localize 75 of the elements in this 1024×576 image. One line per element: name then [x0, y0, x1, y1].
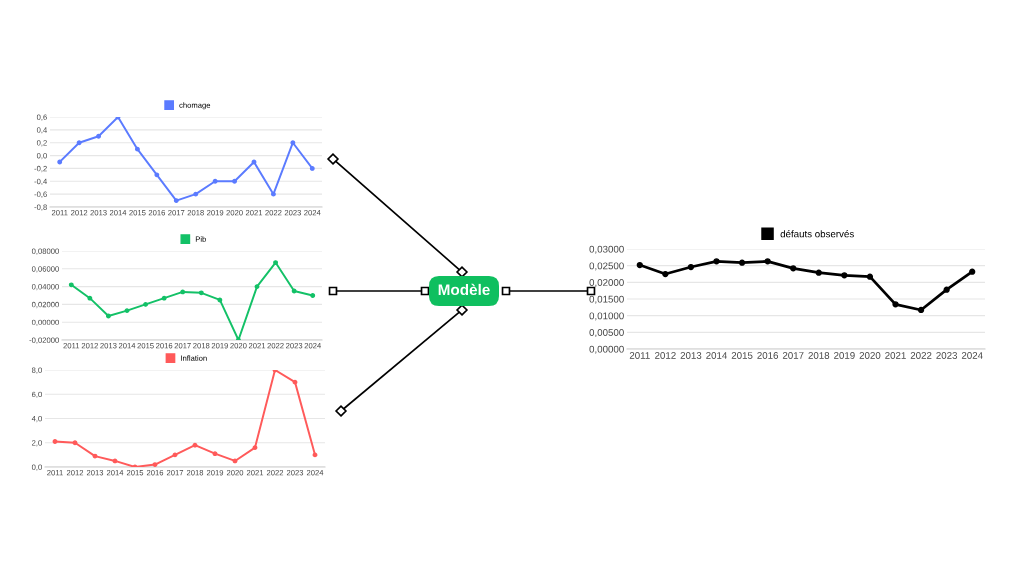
- point: [738, 259, 746, 266]
- y-tick-label: 0,01500: [589, 295, 624, 304]
- point: [134, 146, 140, 152]
- point: [764, 258, 771, 265]
- point: [252, 445, 258, 451]
- point: [92, 453, 98, 459]
- point: [87, 295, 93, 301]
- point: [173, 198, 179, 204]
- y-tick-label: 0,00000: [589, 345, 624, 354]
- point: [866, 273, 874, 280]
- point: [76, 140, 82, 146]
- x-tick-label: 2018: [808, 352, 830, 359]
- point: [270, 191, 276, 197]
- point: [96, 133, 102, 139]
- x-tick-label: 2020: [859, 352, 881, 359]
- point: [309, 165, 315, 171]
- point: [198, 290, 204, 296]
- x-tick-label: 2012: [655, 352, 676, 359]
- point: [68, 282, 74, 288]
- point: [892, 301, 899, 308]
- point: [112, 458, 118, 464]
- x-tick-label: 2011: [629, 352, 650, 359]
- point: [57, 159, 63, 165]
- point: [636, 261, 643, 269]
- point: [105, 313, 111, 319]
- point: [193, 191, 199, 197]
- x-tick-label: 2019: [834, 352, 855, 359]
- point: [212, 451, 218, 457]
- x-tick-label: 2015: [731, 352, 753, 359]
- point: [273, 260, 279, 266]
- point: [815, 269, 822, 276]
- x-tick-label: 2016: [757, 352, 779, 359]
- x-tick-label: 2021: [885, 352, 906, 359]
- x-tick-label: 2014: [706, 352, 728, 359]
- y-tick-label: 0,00500: [589, 329, 624, 338]
- x-tick-label: 2017: [782, 352, 804, 359]
- x-tick-label: 2024: [961, 352, 983, 359]
- point: [124, 308, 130, 314]
- point: [52, 439, 58, 444]
- y-tick-label: 0,02500: [589, 262, 624, 271]
- point: [72, 440, 78, 446]
- legend-label: défauts observés: [780, 230, 854, 238]
- point: [713, 258, 720, 265]
- y-tick-label: 0,02000: [589, 279, 624, 288]
- point: [192, 442, 198, 448]
- point: [217, 297, 223, 303]
- point: [687, 263, 695, 271]
- x-tick-label: 2013: [680, 352, 702, 359]
- point: [662, 270, 669, 278]
- y-tick-label: 0,03000: [589, 245, 624, 254]
- y-tick-label: 0,01000: [589, 312, 624, 321]
- point: [232, 458, 238, 464]
- point: [172, 452, 178, 458]
- point: [254, 284, 260, 290]
- point: [232, 178, 238, 184]
- x-tick-label: 2023: [936, 352, 958, 359]
- point: [790, 265, 797, 272]
- text: Modèle: [438, 283, 490, 296]
- point: [290, 140, 296, 146]
- point: [312, 452, 318, 458]
- point: [212, 178, 218, 184]
- point: [292, 379, 298, 385]
- point: [143, 301, 149, 307]
- point: [841, 272, 848, 279]
- point: [251, 159, 257, 165]
- point: [180, 289, 186, 295]
- point: [917, 306, 925, 314]
- point: [154, 172, 160, 178]
- point: [969, 268, 976, 275]
- point: [161, 295, 167, 301]
- point: [943, 286, 950, 293]
- point: [152, 462, 158, 467]
- point: [291, 288, 297, 294]
- point: [310, 293, 316, 298]
- x-tick-label: 2022: [910, 352, 932, 359]
